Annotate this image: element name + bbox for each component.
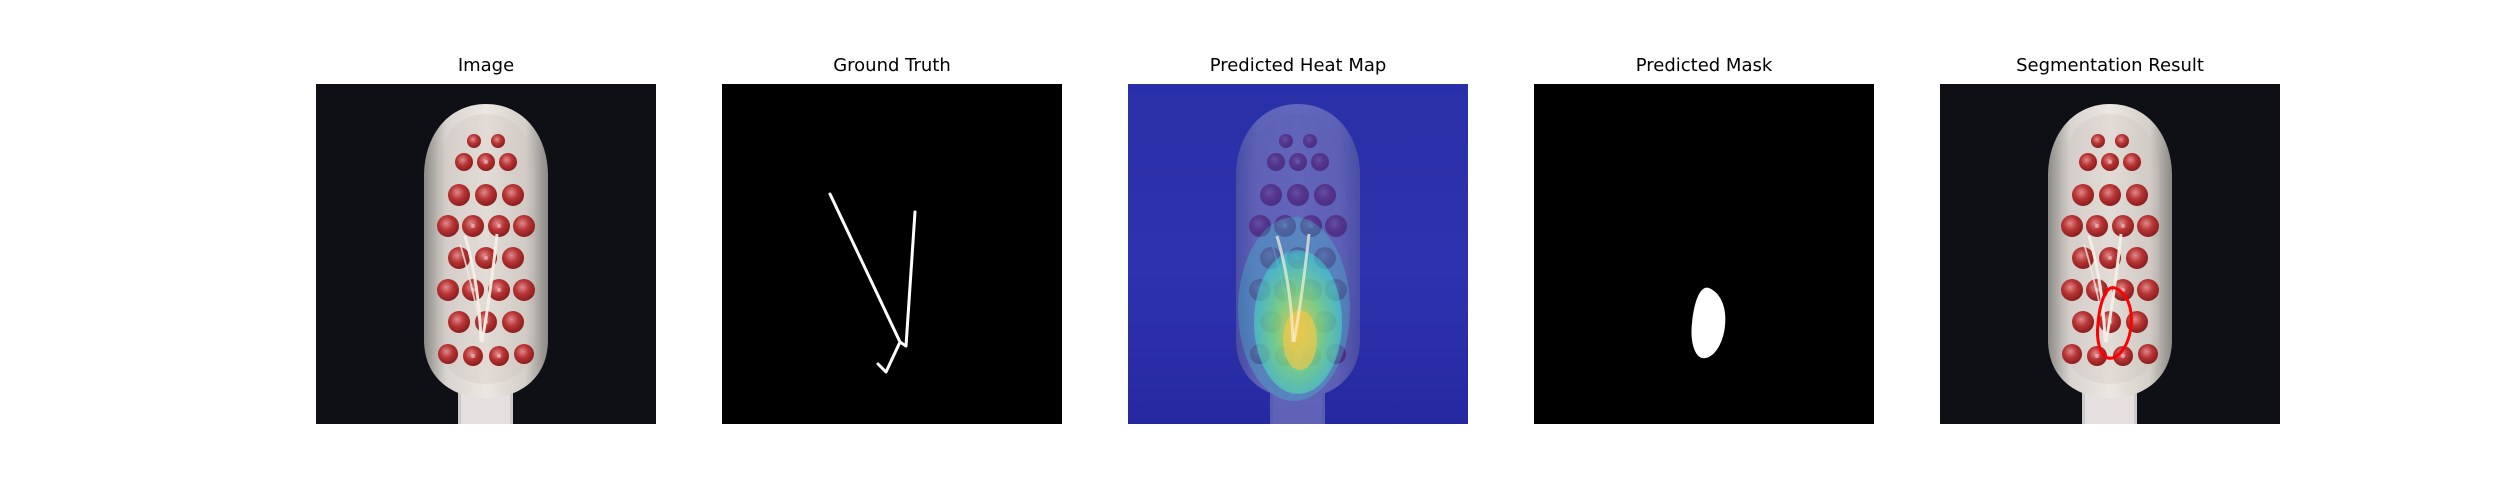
segmentation-result-panel-title: Segmentation Result bbox=[2016, 55, 2204, 76]
predicted-mask-panel-title: Predicted Mask bbox=[1635, 55, 1773, 76]
segmentation-result bbox=[1940, 84, 2280, 424]
heatmap-panel-title: Predicted Heat Map bbox=[1209, 55, 1387, 76]
ground-truth-panel-title: Ground Truth bbox=[833, 55, 951, 76]
predicted-mask bbox=[1534, 84, 1874, 424]
image-panel-title: Image bbox=[457, 55, 515, 76]
toothbrush-photo bbox=[316, 84, 656, 424]
predicted-heatmap bbox=[1128, 84, 1468, 424]
ground-truth-mask bbox=[722, 84, 1062, 424]
